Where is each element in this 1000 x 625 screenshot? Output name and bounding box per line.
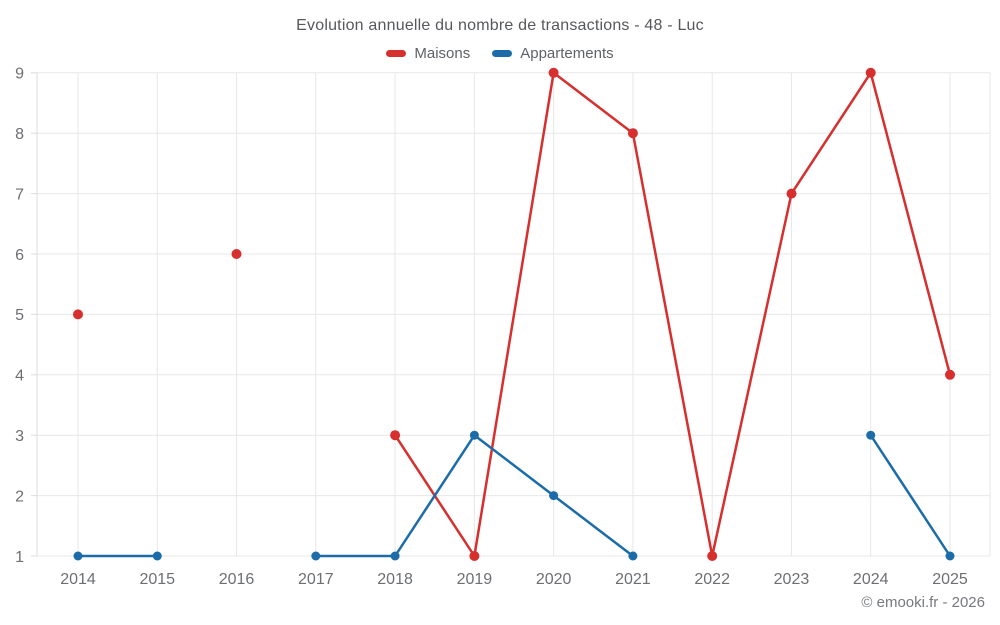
data-point <box>231 249 242 259</box>
legend-swatch-maisons <box>386 50 407 57</box>
legend-item-maisons[interactable]: Maisons <box>386 45 470 62</box>
y-tick-label: 3 <box>15 428 24 445</box>
data-point <box>549 491 559 501</box>
data-point <box>73 551 83 561</box>
legend-item-appartements[interactable]: Appartements <box>492 45 614 62</box>
data-point <box>707 551 718 561</box>
x-tick-label: 2023 <box>774 571 810 588</box>
y-tick-label: 9 <box>15 66 24 83</box>
data-point <box>73 309 83 320</box>
series-appartements <box>73 430 955 561</box>
data-point <box>945 551 955 561</box>
watermark-credit: © emooki.fr - 2026 <box>861 594 985 611</box>
chart-title: Evolution annuelle du nombre de transact… <box>296 17 704 34</box>
legend-label: Appartements <box>520 45 614 62</box>
data-point <box>390 551 400 561</box>
y-tick-label: 8 <box>15 126 24 143</box>
x-tick-label: 2014 <box>60 571 96 588</box>
y-tick-label: 2 <box>15 488 24 505</box>
legend-swatch-appartements <box>492 50 513 57</box>
data-point <box>548 67 559 78</box>
series-line <box>393 71 952 558</box>
y-tick-label: 7 <box>15 186 24 203</box>
y-axis: 1 2 3 4 5 6 7 8 9 <box>15 66 37 566</box>
data-point <box>628 551 638 561</box>
x-tick-label: 2021 <box>615 571 651 588</box>
data-point <box>311 551 321 561</box>
x-axis: 2014 2015 2016 2017 2018 2019 2020 2021 2022 2023… <box>60 571 968 588</box>
data-point <box>390 430 401 441</box>
y-tick-label: 6 <box>15 247 24 264</box>
data-point <box>865 67 876 78</box>
y-tick-label: 4 <box>15 368 24 385</box>
data-point <box>945 369 955 380</box>
x-tick-label: 2020 <box>536 571 572 588</box>
chart-legend: Maisons Appartements <box>0 45 1000 62</box>
x-tick-label: 2022 <box>694 571 730 588</box>
x-tick-label: 2016 <box>219 571 255 588</box>
data-point <box>786 188 797 199</box>
legend-label: Maisons <box>414 45 471 62</box>
x-tick-label: 2017 <box>298 571 334 588</box>
data-point <box>866 430 876 440</box>
data-point <box>627 128 638 139</box>
series-maisons <box>73 67 955 561</box>
x-tick-label: 2025 <box>932 571 968 588</box>
y-tick-label: 1 <box>15 549 24 566</box>
data-point <box>469 430 479 440</box>
x-tick-label: 2015 <box>139 571 175 588</box>
data-point <box>152 551 162 561</box>
data-point <box>469 551 480 561</box>
x-tick-label: 2024 <box>853 571 889 588</box>
y-tick-label: 5 <box>15 307 24 324</box>
x-tick-label: 2019 <box>457 571 493 588</box>
x-tick-label: 2018 <box>377 571 413 588</box>
